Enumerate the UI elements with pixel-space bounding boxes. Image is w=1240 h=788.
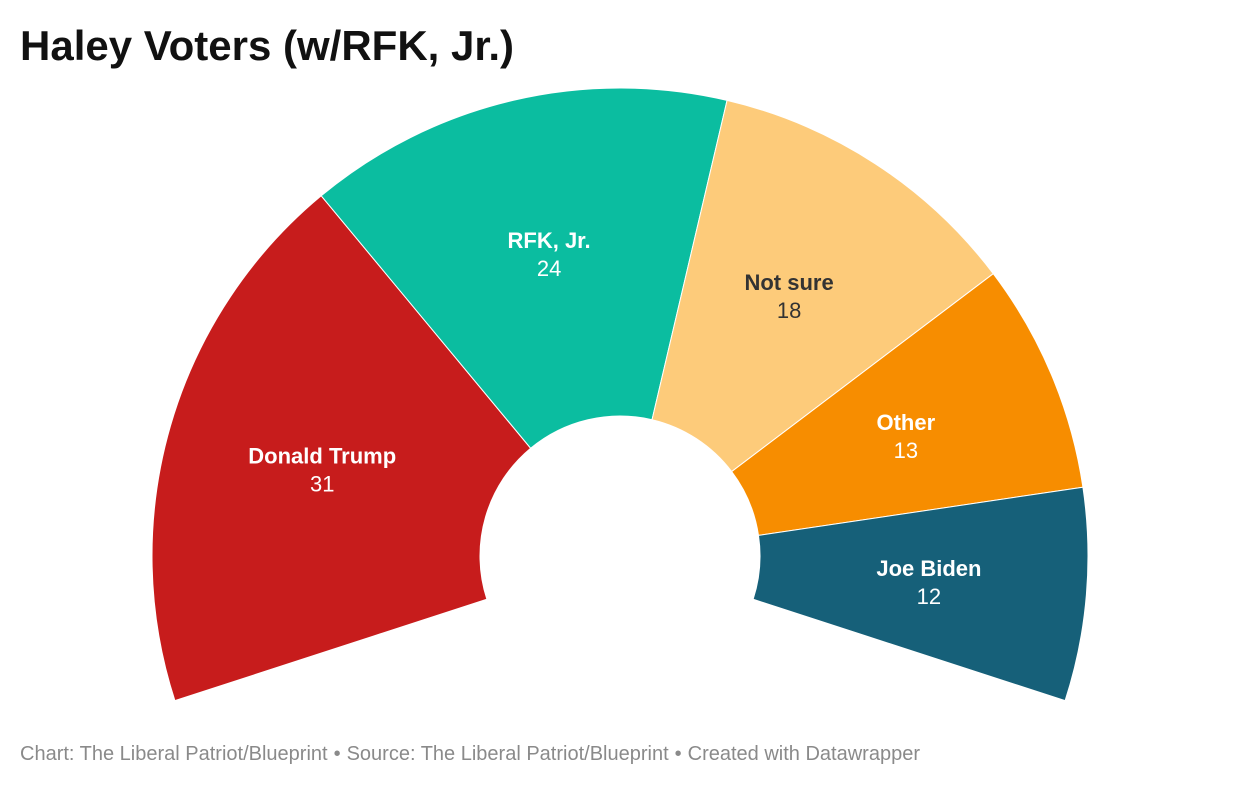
chart-labels: Donald Trump 31 RFK, Jr. 24 Not sure 18 Other 1… bbox=[248, 228, 981, 609]
slice-joe-biden bbox=[752, 486, 1089, 702]
slice-donald-trump bbox=[151, 195, 532, 702]
chart-slices bbox=[151, 87, 1089, 702]
slice-label-other: Other bbox=[876, 410, 935, 435]
created-with: Created with Datawrapper bbox=[687, 743, 920, 765]
footer-separator: • bbox=[674, 743, 682, 765]
slice-label-joe-biden: Joe Biden bbox=[876, 556, 981, 581]
slice-value-joe-biden: 12 bbox=[917, 584, 941, 609]
chart-footer: Chart: The Liberal Patriot/Blueprint • Sou… bbox=[20, 740, 920, 768]
slice-value-donald-trump: 31 bbox=[310, 472, 334, 497]
slice-not-sure bbox=[651, 99, 994, 473]
slice-label-not-sure: Not sure bbox=[744, 270, 833, 295]
slice-value-other: 13 bbox=[894, 438, 918, 463]
footer-separator: • bbox=[333, 743, 341, 765]
slice-label-donald-trump: Donald Trump bbox=[248, 444, 396, 469]
slice-other bbox=[730, 272, 1084, 536]
chart-credit: Chart: The Liberal Patriot/Blueprint bbox=[20, 743, 328, 765]
slice-value-not-sure: 18 bbox=[777, 298, 801, 323]
chart-source: Source: The Liberal Patriot/Blueprint bbox=[346, 743, 669, 765]
slice-label-rfk-jr: RFK, Jr. bbox=[508, 228, 591, 253]
chart-title: Haley Voters (w/RFK, Jr.) bbox=[20, 22, 515, 69]
slice-rfk-jr bbox=[320, 87, 728, 449]
slice-value-rfk-jr: 24 bbox=[537, 256, 561, 281]
